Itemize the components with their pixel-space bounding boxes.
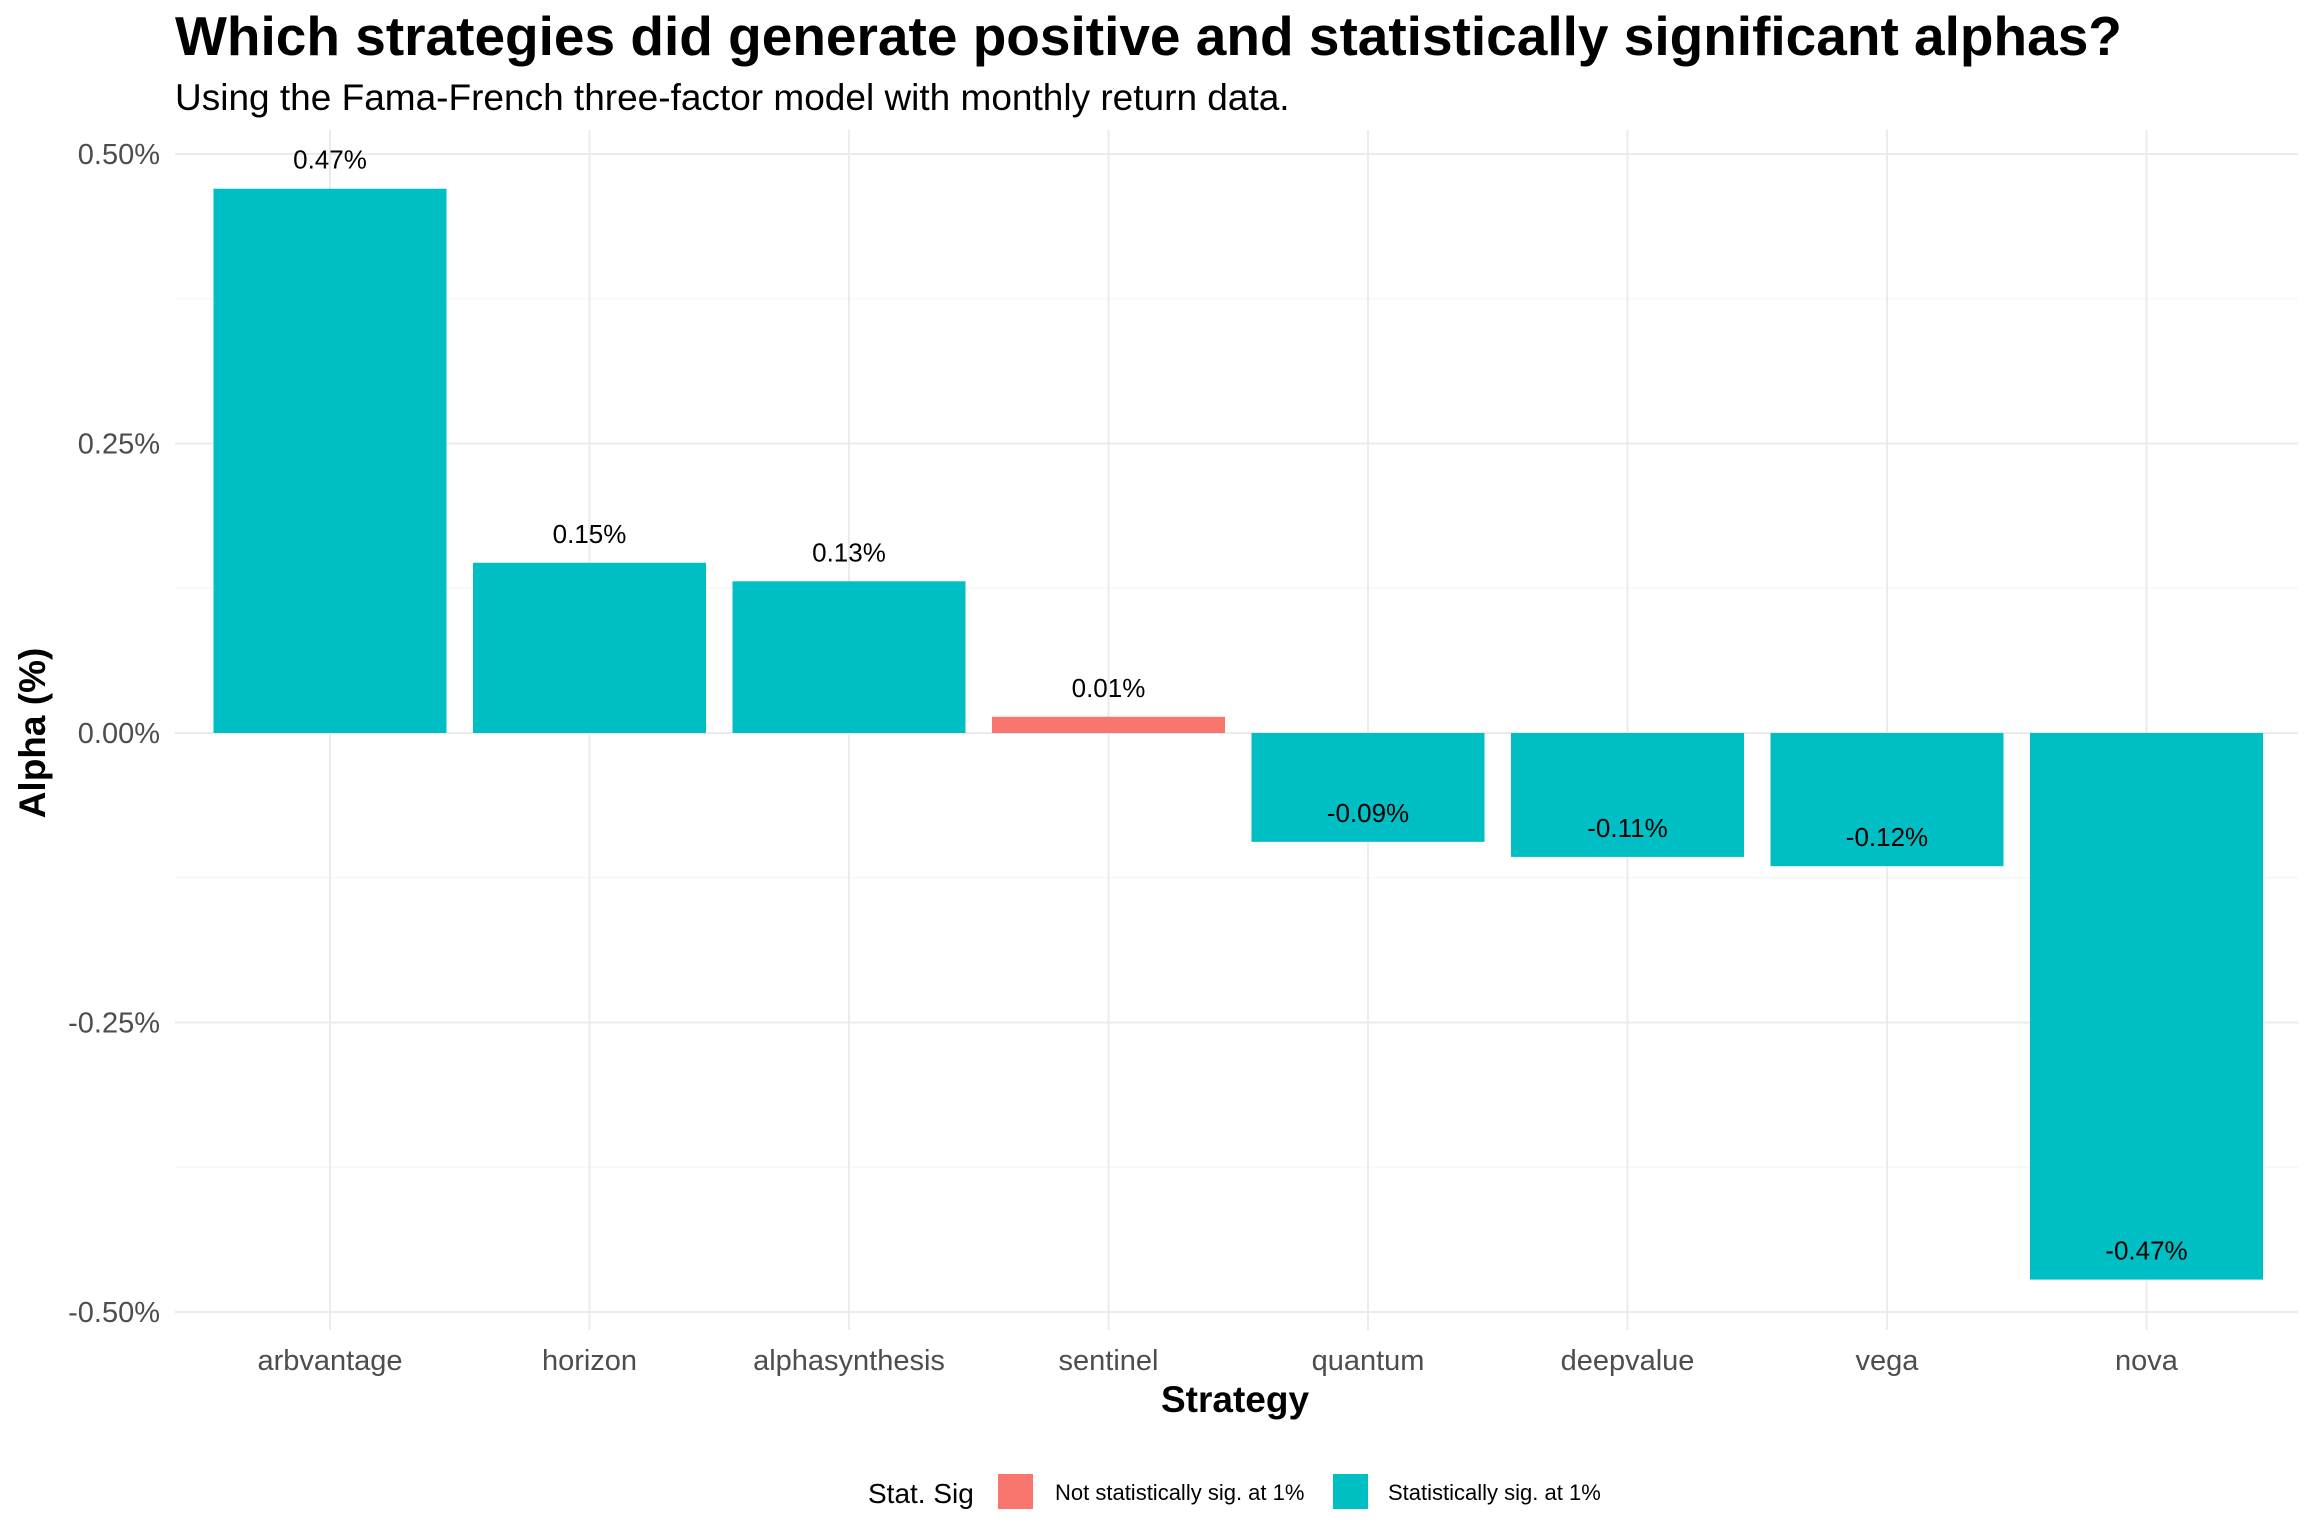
y-tick-label: -0.50% [68,1297,160,1329]
data-label-alphasynthesis: 0.13% [812,537,886,567]
axes: 0.50% 0.25% 0.00% -0.25% -0.50% arbvantage hor… [68,139,2179,1377]
bar-arbvantage [213,188,447,734]
data-label-horizon: 0.15% [553,519,627,549]
data-label-sentinel: 0.01% [1072,673,1146,703]
x-tick-label: sentinel [1059,1345,1159,1377]
bar-alphasynthesis [732,581,966,733]
bar-nova [2030,733,2263,1280]
y-tick-label: -0.25% [68,1008,160,1040]
chart-title: Which strategies did generate positive a… [175,5,2122,67]
y-tick-label: 0.00% [78,718,160,750]
x-tick-label: horizon [542,1345,637,1377]
x-tick-label: deepvalue [1561,1345,1695,1377]
x-tick-label: vega [1856,1345,1920,1377]
bar-sentinel [992,716,1225,733]
y-tick-label: 0.25% [78,429,160,461]
legend-swatch-significant [1333,1474,1368,1509]
legend-label-not-significant: Not statistically sig. at 1% [1055,1480,1304,1505]
legend: Stat. Sig Not statistically sig. at 1% S… [868,1474,1601,1509]
bar-vega [1770,733,2004,867]
chart-subtitle: Using the Fama-French three-factor model… [175,77,1290,118]
x-tick-label: arbvantage [257,1345,402,1377]
legend-swatch-not-significant [998,1474,1033,1509]
data-label-quantum: -0.09% [1327,798,1409,828]
bar-quantum [1251,733,1485,842]
data-labels: 0.47% 0.15% 0.13% 0.01% -0.09% -0.11% -0.12% -0… [293,145,2188,1266]
data-label-vega: -0.12% [1846,822,1928,852]
y-axis-title: Alpha (%) [12,648,53,819]
x-tick-label: nova [2115,1345,2179,1377]
legend-title: Stat. Sig [868,1478,974,1509]
x-tick-label: alphasynthesis [753,1345,945,1377]
bars [213,188,2263,1280]
data-label-nova: -0.47% [2105,1236,2187,1266]
legend-label-significant: Statistically sig. at 1% [1388,1480,1601,1505]
x-tick-label: quantum [1312,1345,1425,1377]
x-axis-title: Strategy [1161,1379,1309,1420]
y-tick-label: 0.50% [78,139,160,171]
data-label-arbvantage: 0.47% [293,145,367,175]
data-label-deepvalue: -0.11% [1587,813,1667,843]
bar-horizon [473,562,706,733]
bar-deepvalue [1511,733,1744,857]
